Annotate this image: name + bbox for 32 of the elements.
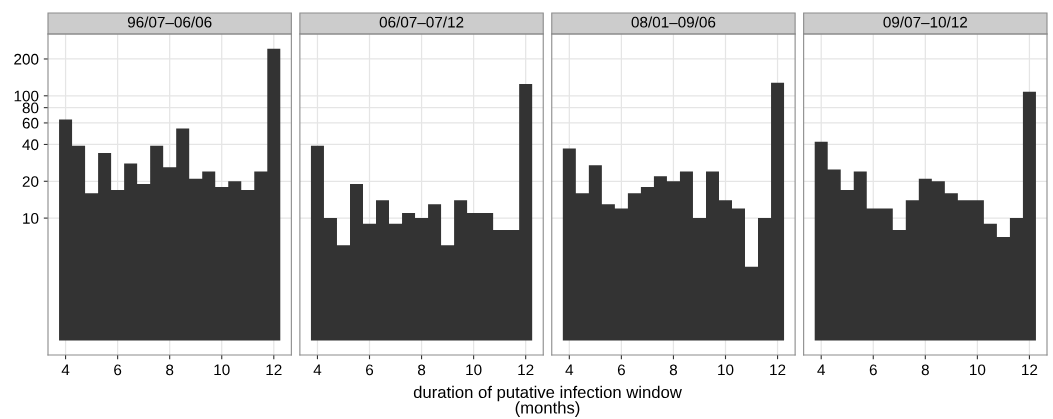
x-tick-label: 4 [313, 364, 322, 376]
x-tick-label: 6 [869, 364, 877, 376]
x-tick-label: 4 [817, 364, 826, 376]
chart-title: 96/07–06/06 [127, 16, 212, 28]
y-tick-label: 60 [22, 117, 39, 129]
x-tick-label: 4 [61, 364, 70, 376]
chart-title: 08/01–09/06 [631, 16, 716, 28]
x-tick-label: 12 [1022, 364, 1038, 376]
x-tick-label: 10 [466, 364, 482, 376]
x-tick-label: 10 [718, 364, 734, 376]
x-tick-label: 6 [617, 364, 625, 376]
x-tick-label: 4 [565, 364, 574, 376]
x-tick-label: 10 [970, 364, 986, 376]
x-tick-label: 12 [518, 364, 534, 376]
x-tick-label: 12 [770, 364, 786, 376]
x-tick-label: 12 [266, 364, 282, 376]
y-tick-label: 40 [22, 139, 39, 151]
x-tick-label: 6 [114, 364, 122, 376]
x-tick-label: 8 [921, 364, 929, 376]
chart-title: 09/07–10/12 [883, 16, 968, 28]
chart-title: 06/07–07/12 [379, 16, 464, 28]
x-tick-label: 8 [417, 364, 426, 376]
x-tick-label: 8 [166, 364, 174, 376]
x-tick-label: 6 [366, 364, 374, 376]
y-tick-label: 80 [22, 102, 39, 114]
y-tick-label: 10 [23, 212, 39, 224]
x-axis-title: duration of putative infection window (months) [413, 385, 682, 417]
y-tick-label: 100 [14, 90, 39, 102]
y-tick-label: 200 [14, 53, 39, 65]
y-tick-label: 20 [22, 176, 39, 187]
x-tick-label: 10 [214, 364, 230, 376]
x-tick-label: 8 [669, 364, 678, 376]
